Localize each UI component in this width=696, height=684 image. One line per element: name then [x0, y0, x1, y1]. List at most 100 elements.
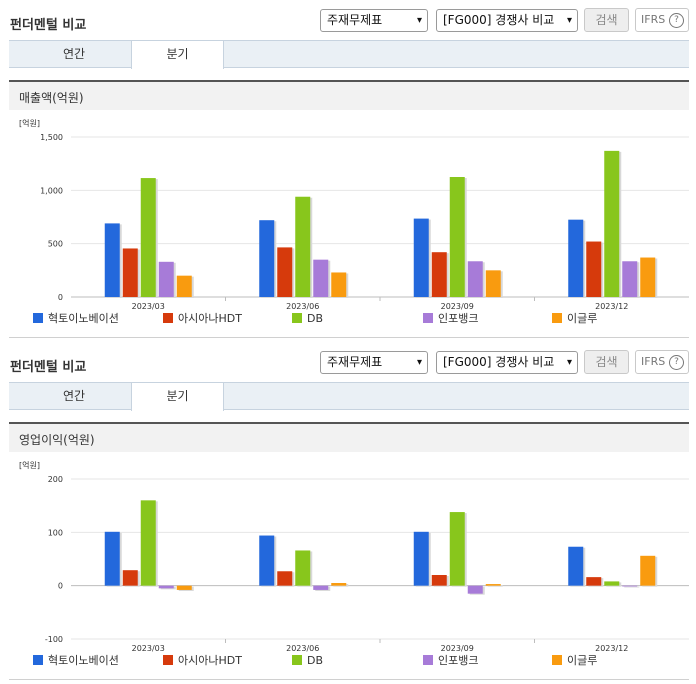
- bar-shadow: [487, 585, 503, 587]
- period-tabs: 연간 분기: [9, 382, 689, 411]
- legend-swatch: [33, 655, 43, 665]
- legend-item[interactable]: DB: [292, 654, 323, 668]
- bar-shadow: [624, 586, 640, 588]
- legend-label: 이글루: [567, 312, 598, 325]
- chevron-down-icon: ▾: [416, 15, 422, 26]
- y-tick-label: 200: [48, 475, 63, 484]
- bar[interactable]: [586, 241, 602, 297]
- bar[interactable]: [122, 570, 138, 586]
- legend-item[interactable]: 혁토이노베이션: [33, 654, 119, 668]
- bar[interactable]: [331, 272, 347, 297]
- panel-title: 펀더멘털 비교: [10, 360, 87, 375]
- ifrs-button[interactable]: IFRS?: [635, 350, 689, 374]
- bar[interactable]: [467, 585, 483, 594]
- bar[interactable]: [277, 571, 293, 586]
- legend-item[interactable]: 아시아나HDT: [163, 312, 242, 326]
- bar[interactable]: [140, 178, 156, 297]
- legend-item[interactable]: 이글루: [552, 654, 597, 668]
- bar[interactable]: [176, 275, 192, 297]
- legend-swatch: [33, 313, 43, 323]
- bar[interactable]: [568, 219, 584, 297]
- y-unit-label: [억원]: [19, 460, 40, 470]
- statement-select[interactable]: 주재무제표 ▾: [320, 351, 428, 374]
- bar[interactable]: [295, 550, 311, 586]
- y-unit-label: [억원]: [19, 118, 40, 128]
- y-tick-label: 100: [48, 528, 63, 537]
- question-circle-icon: ?: [669, 355, 684, 370]
- chart-legend: 혁토이노베이션 아시아나HDT DB 인포뱅크 이글루: [9, 312, 689, 328]
- panel-header: 펀더멘털 비교 주재무제표 ▾ [FG000] 경쟁사 비교 ▾ 검색 IFRS?: [0, 342, 696, 382]
- bar[interactable]: [467, 261, 483, 297]
- x-tick-label: 2023/03: [132, 302, 165, 310]
- compare-select[interactable]: [FG000] 경쟁사 비교 ▾: [436, 351, 578, 374]
- bar[interactable]: [568, 546, 584, 586]
- bar[interactable]: [277, 247, 293, 297]
- tab-annual[interactable]: 연간: [62, 389, 86, 403]
- bar[interactable]: [622, 585, 638, 587]
- bar[interactable]: [122, 248, 138, 297]
- bar[interactable]: [413, 218, 429, 297]
- x-tick-label: 2023/12: [595, 302, 628, 310]
- legend-swatch: [163, 313, 173, 323]
- statement-select[interactable]: 주재무제표 ▾: [320, 9, 428, 32]
- bar[interactable]: [176, 585, 192, 590]
- ifrs-button[interactable]: IFRS?: [635, 8, 689, 32]
- x-tick-label: 2023/09: [441, 302, 474, 310]
- bar[interactable]: [413, 531, 429, 586]
- bar[interactable]: [622, 261, 638, 297]
- ifrs-label: IFRS: [641, 355, 666, 368]
- search-button[interactable]: 검색: [584, 8, 629, 32]
- bar[interactable]: [259, 535, 275, 586]
- period-tabs: 연간 분기: [9, 40, 689, 69]
- bar[interactable]: [313, 585, 329, 590]
- y-tick-label: 0: [58, 293, 63, 302]
- search-button[interactable]: 검색: [584, 350, 629, 374]
- section-header: 영업이익(억원): [9, 422, 689, 452]
- legend-label: 혁토이노베이션: [48, 654, 119, 667]
- bar[interactable]: [485, 270, 501, 297]
- legend-item[interactable]: 인포뱅크: [423, 312, 478, 326]
- bar[interactable]: [259, 220, 275, 297]
- y-tick-label: 500: [48, 240, 63, 249]
- x-tick-label: 2023/03: [132, 644, 165, 652]
- legend-swatch: [552, 655, 562, 665]
- bar[interactable]: [104, 223, 120, 297]
- bar[interactable]: [140, 500, 156, 586]
- bar[interactable]: [640, 555, 656, 586]
- bar[interactable]: [485, 584, 501, 586]
- legend-item[interactable]: DB: [292, 312, 323, 326]
- x-tick-label: 2023/06: [286, 644, 319, 652]
- bar[interactable]: [431, 575, 447, 586]
- tab-quarterly[interactable]: 분기: [131, 41, 224, 69]
- bar[interactable]: [158, 261, 174, 297]
- bar[interactable]: [313, 259, 329, 297]
- bar[interactable]: [586, 577, 602, 586]
- bar[interactable]: [449, 512, 465, 586]
- bar[interactable]: [431, 252, 447, 297]
- bar[interactable]: [640, 257, 656, 297]
- bar[interactable]: [449, 177, 465, 297]
- legend-label: 인포뱅크: [438, 654, 479, 667]
- bar[interactable]: [604, 150, 620, 297]
- compare-select[interactable]: [FG000] 경쟁사 비교 ▾: [436, 9, 578, 32]
- legend-item[interactable]: 이글루: [552, 312, 597, 326]
- bar[interactable]: [104, 531, 120, 586]
- legend-item[interactable]: 아시아나HDT: [163, 654, 242, 668]
- legend-label: 이글루: [567, 654, 598, 667]
- tab-annual[interactable]: 연간: [62, 47, 86, 61]
- legend-item[interactable]: 인포뱅크: [423, 654, 478, 668]
- legend-item[interactable]: 혁토이노베이션: [33, 312, 119, 326]
- bar[interactable]: [331, 583, 347, 586]
- bar[interactable]: [604, 581, 620, 586]
- legend-label: 아시아나HDT: [178, 654, 242, 667]
- y-tick-label: 1,500: [40, 133, 63, 142]
- section-title: 영업이익(억원): [19, 433, 95, 447]
- legend-label: DB: [307, 312, 324, 325]
- chevron-down-icon: ▾: [566, 357, 572, 368]
- tab-quarterly[interactable]: 분기: [131, 383, 224, 411]
- legend-swatch: [292, 655, 302, 665]
- bar[interactable]: [158, 585, 174, 589]
- bar[interactable]: [295, 196, 311, 297]
- section-title: 매출액(억원): [19, 91, 84, 105]
- y-tick-label: 0: [58, 582, 63, 591]
